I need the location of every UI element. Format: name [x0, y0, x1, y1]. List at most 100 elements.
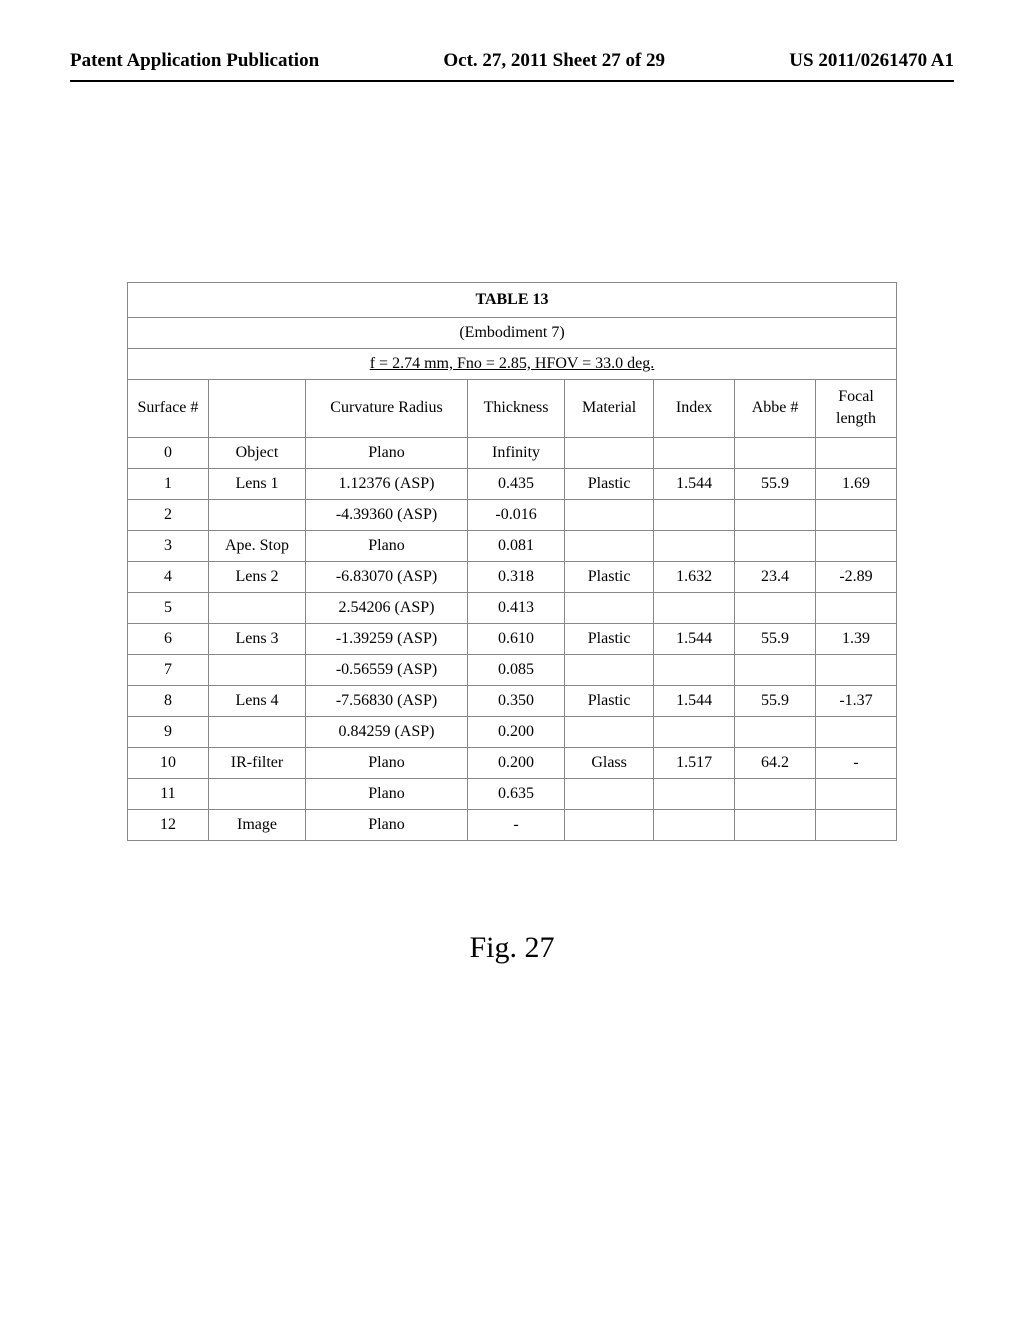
table-row: 2-4.39360 (ASP)-0.016	[128, 499, 897, 530]
cell-focal: 1.69	[816, 468, 897, 499]
cell-index	[654, 809, 735, 840]
cell-thickness: 0.200	[467, 747, 564, 778]
cell-surface: 0	[128, 437, 209, 468]
page-header: Patent Application Publication Oct. 27, …	[70, 50, 954, 72]
cell-focal	[816, 437, 897, 468]
cell-radius: -0.56559 (ASP)	[306, 654, 468, 685]
table-subtitle-row: (Embodiment 7)	[128, 318, 897, 349]
cell-material	[565, 654, 654, 685]
cell-surface: 8	[128, 685, 209, 716]
table-title: TABLE 13	[128, 283, 897, 318]
cell-index: 1.544	[654, 623, 735, 654]
cell-label: Image	[208, 809, 305, 840]
cell-label	[208, 654, 305, 685]
cell-abbe	[735, 437, 816, 468]
cell-radius: 0.84259 (ASP)	[306, 716, 468, 747]
cell-abbe	[735, 530, 816, 561]
cell-label: Object	[208, 437, 305, 468]
table-row: 7-0.56559 (ASP)0.085	[128, 654, 897, 685]
table-row: 4Lens 2-6.83070 (ASP)0.318Plastic1.63223…	[128, 561, 897, 592]
col-radius: Curvature Radius	[306, 380, 468, 438]
cell-label: Lens 4	[208, 685, 305, 716]
header-right: US 2011/0261470 A1	[789, 50, 954, 72]
cell-radius: Plano	[306, 530, 468, 561]
cell-radius: -7.56830 (ASP)	[306, 685, 468, 716]
table-row: 1Lens 11.12376 (ASP)0.435Plastic1.54455.…	[128, 468, 897, 499]
cell-surface: 11	[128, 778, 209, 809]
cell-index	[654, 592, 735, 623]
cell-label: Lens 3	[208, 623, 305, 654]
cell-thickness: 0.200	[467, 716, 564, 747]
col-material: Material	[565, 380, 654, 438]
cell-material: Plastic	[565, 685, 654, 716]
cell-abbe	[735, 778, 816, 809]
cell-surface: 1	[128, 468, 209, 499]
cell-thickness: 0.435	[467, 468, 564, 499]
cell-thickness: 0.413	[467, 592, 564, 623]
cell-index	[654, 654, 735, 685]
cell-focal	[816, 654, 897, 685]
cell-thickness: -0.016	[467, 499, 564, 530]
cell-label	[208, 499, 305, 530]
cell-abbe: 55.9	[735, 623, 816, 654]
header-center: Oct. 27, 2011 Sheet 27 of 29	[443, 50, 665, 72]
cell-material	[565, 530, 654, 561]
cell-radius: 1.12376 (ASP)	[306, 468, 468, 499]
cell-thickness: 0.350	[467, 685, 564, 716]
col-label	[208, 380, 305, 438]
cell-radius: Plano	[306, 437, 468, 468]
cell-label: Ape. Stop	[208, 530, 305, 561]
cell-focal: -	[816, 747, 897, 778]
cell-surface: 3	[128, 530, 209, 561]
cell-thickness: 0.610	[467, 623, 564, 654]
cell-focal	[816, 809, 897, 840]
col-focal: Focal length	[816, 380, 897, 438]
cell-radius: Plano	[306, 747, 468, 778]
table-title-row: TABLE 13	[128, 283, 897, 318]
cell-radius: 2.54206 (ASP)	[306, 592, 468, 623]
cell-focal	[816, 499, 897, 530]
cell-surface: 7	[128, 654, 209, 685]
cell-focal	[816, 778, 897, 809]
cell-surface: 5	[128, 592, 209, 623]
cell-material: Plastic	[565, 623, 654, 654]
cell-thickness: Infinity	[467, 437, 564, 468]
col-surface: Surface #	[128, 380, 209, 438]
cell-focal	[816, 592, 897, 623]
cell-index	[654, 530, 735, 561]
cell-index	[654, 499, 735, 530]
cell-thickness: -	[467, 809, 564, 840]
table-row: 12ImagePlano-	[128, 809, 897, 840]
cell-label: Lens 2	[208, 561, 305, 592]
table-row: 6Lens 3-1.39259 (ASP)0.610Plastic1.54455…	[128, 623, 897, 654]
cell-focal: -1.37	[816, 685, 897, 716]
table-params: f = 2.74 mm, Fno = 2.85, HFOV = 33.0 deg…	[128, 349, 897, 380]
cell-surface: 9	[128, 716, 209, 747]
table-row: 5 2.54206 (ASP)0.413	[128, 592, 897, 623]
cell-label: Lens 1	[208, 468, 305, 499]
cell-abbe	[735, 592, 816, 623]
table-row: 0ObjectPlanoInfinity	[128, 437, 897, 468]
header-left: Patent Application Publication	[70, 50, 319, 72]
cell-radius: -4.39360 (ASP)	[306, 499, 468, 530]
cell-radius: -6.83070 (ASP)	[306, 561, 468, 592]
cell-index	[654, 778, 735, 809]
col-thickness: Thickness	[467, 380, 564, 438]
cell-material	[565, 437, 654, 468]
cell-material	[565, 592, 654, 623]
cell-abbe: 64.2	[735, 747, 816, 778]
cell-material	[565, 716, 654, 747]
cell-thickness: 0.318	[467, 561, 564, 592]
cell-index	[654, 437, 735, 468]
cell-focal: 1.39	[816, 623, 897, 654]
cell-focal	[816, 530, 897, 561]
cell-abbe	[735, 716, 816, 747]
cell-thickness: 0.081	[467, 530, 564, 561]
cell-material: Plastic	[565, 561, 654, 592]
cell-index: 1.632	[654, 561, 735, 592]
cell-label	[208, 592, 305, 623]
cell-surface: 12	[128, 809, 209, 840]
cell-label: IR-filter	[208, 747, 305, 778]
table-params-row: f = 2.74 mm, Fno = 2.85, HFOV = 33.0 deg…	[128, 349, 897, 380]
cell-radius: Plano	[306, 778, 468, 809]
